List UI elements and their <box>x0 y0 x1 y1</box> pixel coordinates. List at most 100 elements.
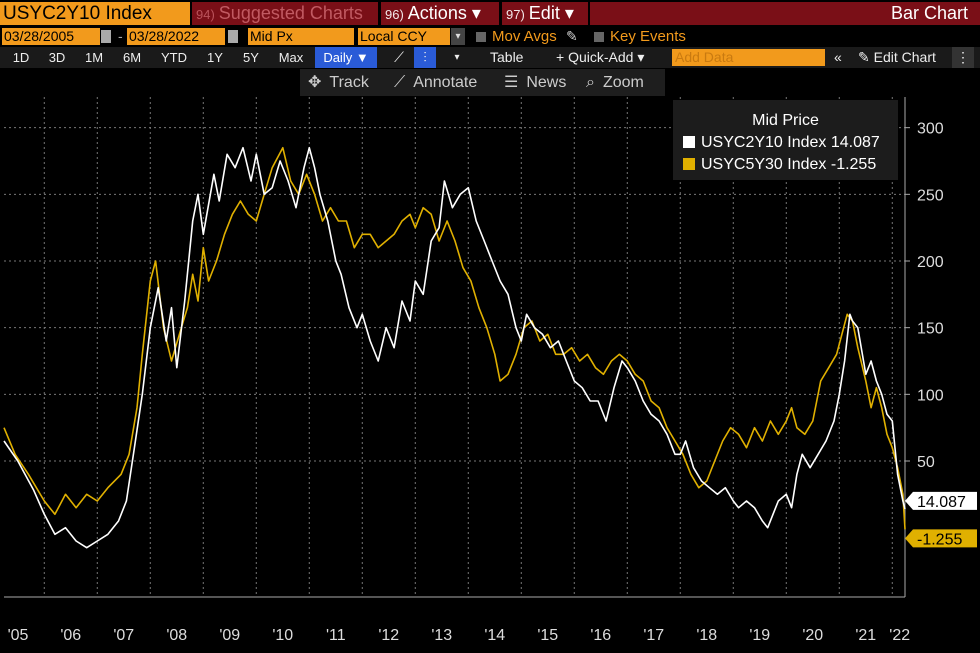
suggested-label: Suggested Charts <box>218 3 363 23</box>
magnifier-icon: ⌕ <box>586 74 595 91</box>
x-tick-label: '08 <box>166 627 187 644</box>
range-toolbar: 1D 3D 1M 6M YTD 1Y 5Y Max Daily ▼ ⟋ ⫶ ▾ … <box>0 47 980 68</box>
calendar-icon[interactable] <box>101 30 111 43</box>
chart-type-title: Bar Chart <box>590 2 980 25</box>
chevron-down-icon[interactable]: ▾ <box>451 28 465 45</box>
x-tick-label: '07 <box>113 627 134 644</box>
x-tick-label: '22 <box>889 627 910 644</box>
last-value-label: -1.255 <box>917 531 962 548</box>
range-3d[interactable]: 3D <box>48 50 66 65</box>
edit-menu-button[interactable]: 97) Edit ▾ <box>502 2 588 25</box>
checkbox-icon <box>476 32 486 42</box>
y-tick-label: 50 <box>917 454 935 471</box>
pencil-icon[interactable]: ✎ <box>566 28 578 44</box>
range-1m[interactable]: 1M <box>84 50 104 65</box>
legend-swatch <box>683 136 695 148</box>
x-tick-label: '05 <box>8 627 29 644</box>
mov-avgs-label: Mov Avgs <box>492 28 557 45</box>
legend-entry-gold: USYC5Y30 Index -1.255 <box>683 156 876 174</box>
range-5y[interactable]: 5Y <box>243 50 259 65</box>
last-value-tag <box>905 491 977 510</box>
legend-swatch <box>683 158 695 170</box>
actions-menu-button[interactable]: 96) Actions ▾ <box>381 2 499 25</box>
annotate-button[interactable]: ⟋ Annotate <box>394 69 477 96</box>
news-button[interactable]: ☰ News <box>504 69 566 96</box>
legend-title: Mid Price <box>752 112 819 129</box>
series-line-gold <box>3 146 906 530</box>
suggested-charts-button[interactable]: 94) Suggested Charts <box>192 2 378 25</box>
key-events-label: Key Events <box>610 28 686 45</box>
collapse-icon[interactable]: « <box>834 49 842 65</box>
x-tick-label: '16 <box>590 627 611 644</box>
overflow-menu-icon[interactable]: ⋮ <box>952 47 974 68</box>
table-button[interactable]: Table <box>490 49 524 65</box>
x-tick-label: '13 <box>431 627 452 644</box>
edit-chart-button[interactable]: ✎ Edit Chart <box>858 49 936 65</box>
x-tick-label: '06 <box>60 627 81 644</box>
range-ytd[interactable]: YTD <box>161 50 187 65</box>
series-line-white <box>3 146 906 549</box>
x-tick-label: '10 <box>272 627 293 644</box>
crosshair-icon: ✥ <box>308 74 322 91</box>
currency-select[interactable]: Local CCY <box>358 28 450 45</box>
y-tick-label: 200 <box>917 254 944 271</box>
x-tick-label: '12 <box>378 627 399 644</box>
zoom-label: Zoom <box>602 74 644 91</box>
y-tick-label: 100 <box>917 387 944 404</box>
x-tick-label: '09 <box>219 627 240 644</box>
y-tick-label: 150 <box>917 321 944 338</box>
x-tick-label: '18 <box>696 627 717 644</box>
legend-series-value: 14.087 <box>830 134 880 151</box>
y-tick-label: 250 <box>917 187 944 204</box>
x-tick-label: '15 <box>537 627 558 644</box>
bar-chart-icon[interactable]: ⫶ <box>414 47 436 68</box>
frequency-select[interactable]: Daily ▼ <box>315 47 377 68</box>
track-button[interactable]: ✥ Track <box>308 69 369 96</box>
legend-entry-white: USYC2Y10 Index 14.087 <box>683 134 880 152</box>
chart-actions-bar: ✥ Track ⟋ Annotate ☰ News ⌕ Zoom <box>300 69 665 96</box>
suggested-number: 94) <box>196 7 215 22</box>
annotate-label: Annotate <box>413 74 478 91</box>
legend-series-name: USYC2Y10 Index <box>701 134 827 151</box>
ticker-field[interactable]: USYC2Y10 Index <box>0 2 190 25</box>
last-value-label: 14.087 <box>917 494 966 511</box>
track-label: Track <box>329 74 369 91</box>
x-tick-label: '19 <box>749 627 770 644</box>
actions-label: Actions ▾ <box>407 3 481 23</box>
start-date-field[interactable]: 03/28/2005 <box>2 28 100 45</box>
end-date-field[interactable]: 03/28/2022 <box>127 28 225 45</box>
add-data-input[interactable]: Add Data <box>672 49 825 66</box>
actions-number: 96) <box>385 7 404 22</box>
edit-label: Edit ▾ <box>528 3 574 23</box>
legend-series-value: -1.255 <box>830 156 877 173</box>
x-tick-label: '17 <box>643 627 664 644</box>
last-value-tag <box>905 529 977 548</box>
x-tick-label: '20 <box>802 627 823 644</box>
y-tick-label: 300 <box>917 121 944 138</box>
title-bar: USYC2Y10 Index 94) Suggested Charts 96) Ac… <box>0 0 980 27</box>
price-field-select[interactable]: Mid Px <box>248 28 354 45</box>
chevron-down-icon[interactable]: ▾ <box>454 52 460 63</box>
date-separator: - <box>118 28 123 44</box>
range-6m[interactable]: 6M <box>122 50 142 65</box>
quick-add-button[interactable]: + Quick-Add ▾ <box>556 49 645 65</box>
parameter-bar: 03/28/2005 - 03/28/2022 Mid Px Local CCY… <box>0 27 980 46</box>
range-max[interactable]: Max <box>278 50 304 65</box>
calendar-icon[interactable] <box>228 30 238 43</box>
x-tick-label: '11 <box>326 627 346 644</box>
checkbox-icon <box>594 32 604 42</box>
range-1y[interactable]: 1Y <box>207 50 223 65</box>
key-events-toggle[interactable]: Key Events <box>594 28 686 45</box>
legend: Mid Price USYC2Y10 Index 14.087 USYC5Y30… <box>673 100 898 180</box>
mov-avgs-toggle[interactable]: Mov Avgs <box>476 28 557 45</box>
range-1d[interactable]: 1D <box>12 50 30 65</box>
x-tick-label: '21 <box>855 627 876 644</box>
x-tick-label: '14 <box>484 627 505 644</box>
zoom-button[interactable]: ⌕ Zoom <box>586 69 644 96</box>
line-chart-icon[interactable]: ⟋ <box>394 49 404 65</box>
news-icon: ☰ <box>504 74 519 91</box>
annotate-icon: ⟋ <box>394 74 406 91</box>
news-label: News <box>526 74 567 91</box>
legend-series-name: USYC5Y30 Index <box>701 156 827 173</box>
